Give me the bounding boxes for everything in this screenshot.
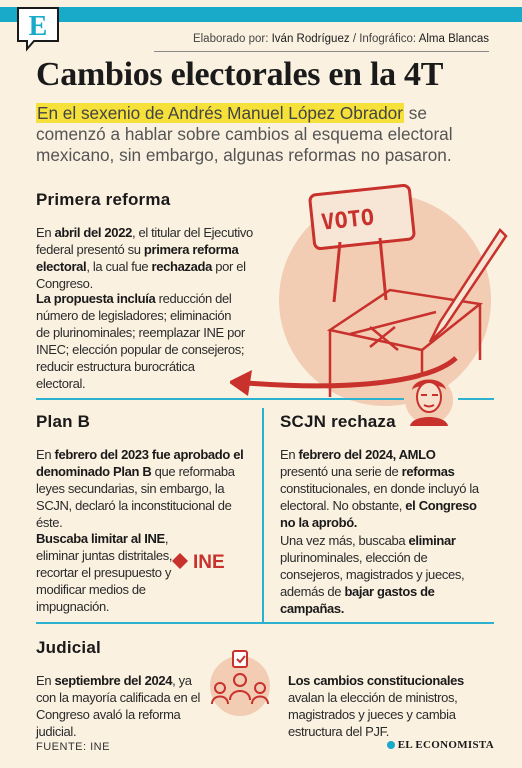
footer-brand: EL ECONOMISTA [386,739,494,751]
text-run: , eliminar juntas distritales, recortar … [36,531,173,614]
text-run: , ya con la mayoría calificada en el Con… [36,673,201,739]
voto-sign-text: VOTO [320,205,375,235]
text-run: reducción del número de legisladores; el… [36,291,245,391]
ballot-illustration: VOTO [230,184,508,407]
scjn-paragraph-2: Una vez más, buscaba eliminar plurinomin… [280,532,485,617]
people-vote-icon [210,650,270,716]
credits-infografico-label: Infográfico: [359,33,417,45]
bold-run: rechazada [151,259,213,274]
intro-highlight: En el sexenio de Andrés Manuel López Obr… [36,103,404,123]
intro-rest: se comenzó a hablar sobre cambios al esq… [36,103,453,165]
divider-vertical [262,408,264,622]
judicial-paragraph-1: En septiembre del 2024, ya con la mayorí… [36,672,206,740]
text-run: que reformaba leyes secundarias, sin emb… [36,464,235,530]
bold-run: Buscaba limitar al INE [36,531,165,546]
credits-author: Iván Rodríguez [271,33,350,45]
credits-separator: / [352,33,357,45]
bold-run: febrero del 2024, AMLO [298,447,436,462]
ballot-x-mark [369,326,399,351]
text-run: avalan la elección de ministros, magistr… [288,690,458,739]
text-run: , el titular del Ejecutivo federal prese… [36,225,253,257]
credits-divider [154,51,489,52]
voto-sign: VOTO [308,184,416,303]
divider-top-right [458,398,494,400]
scjn-paragraph-1: En febrero del 2024, AMLO presentó una s… [280,446,485,531]
text-run: En [36,673,55,688]
text-run: , la cual fue [86,259,152,274]
text-run: plurinominales, elección de consejeros, … [280,550,465,599]
bold-run: La propuesta incluía [36,291,156,306]
bold-run: Los cambios constitucionales [288,673,464,688]
pencil-icon [428,228,508,343]
credits: Elaborado por: Iván Rodríguez / Infográf… [193,33,489,45]
divider-top-left [36,398,404,400]
text-run: por el Congreso. [36,259,246,291]
footer-source: FUENTE: INE [36,741,110,753]
primera-paragraph-2: La propuesta incluía reducción del númer… [36,290,246,392]
ine-logo-text: INE [193,552,225,573]
page-title: Cambios electorales en la 4T [36,56,444,93]
el-economista-logo: E [17,7,59,52]
credits-elaborado-label: Elaborado por: [192,33,269,45]
planb-paragraph-2: Buscaba limitar al INE, eliminar juntas … [36,530,184,615]
logo-letter: E [29,11,48,42]
bold-run: reformas [401,464,455,479]
bold-run: el Congreso no la aprobó. [280,498,477,530]
bold-run: febrero del 2023 fue aprobado el denomin… [36,447,244,479]
bold-run: eliminar [408,533,456,548]
divider-bottom [36,622,494,624]
section-title-primera: Primera reforma [36,190,171,209]
text-run: Una vez más, buscaba [280,533,409,548]
ine-logo: INE [172,552,225,573]
text-run: presentó una serie de [280,464,402,479]
section-title-judicial: Judicial [36,638,101,657]
text-run: En [36,225,55,240]
judicial-paragraph-2: Los cambios constitucionales avalan la e… [288,672,488,740]
section-title-scjn: SCJN rechaza [280,412,396,431]
brand-dot-icon [386,741,395,749]
bold-run: septiembre del 2024 [54,673,173,688]
text-run: En [280,447,299,462]
primera-paragraph-1: En abril del 2022, el titular del Ejecut… [36,224,258,292]
top-accent-bar [0,7,522,22]
footer-brand-text: EL ECONOMISTA [397,739,494,751]
text-run: constitucionales, en donde incluyó la el… [280,481,479,513]
intro-text: En el sexenio de Andrés Manuel López Obr… [36,103,491,166]
arrow-head [230,370,252,396]
bold-run: abril del 2022 [54,225,132,240]
planb-paragraph-1: En febrero del 2023 fue aprobado el deno… [36,446,250,531]
credits-designer: Alma Blancas [418,33,489,45]
section-title-plan-b: Plan B [36,412,91,431]
bold-run: bajar gastos de campañas. [280,584,435,616]
arrow-curve [234,356,458,389]
amlo-portrait [405,376,453,426]
ballot-slot [349,310,437,336]
text-run: En [36,447,55,462]
bold-run: primera reforma electoral [36,242,239,274]
